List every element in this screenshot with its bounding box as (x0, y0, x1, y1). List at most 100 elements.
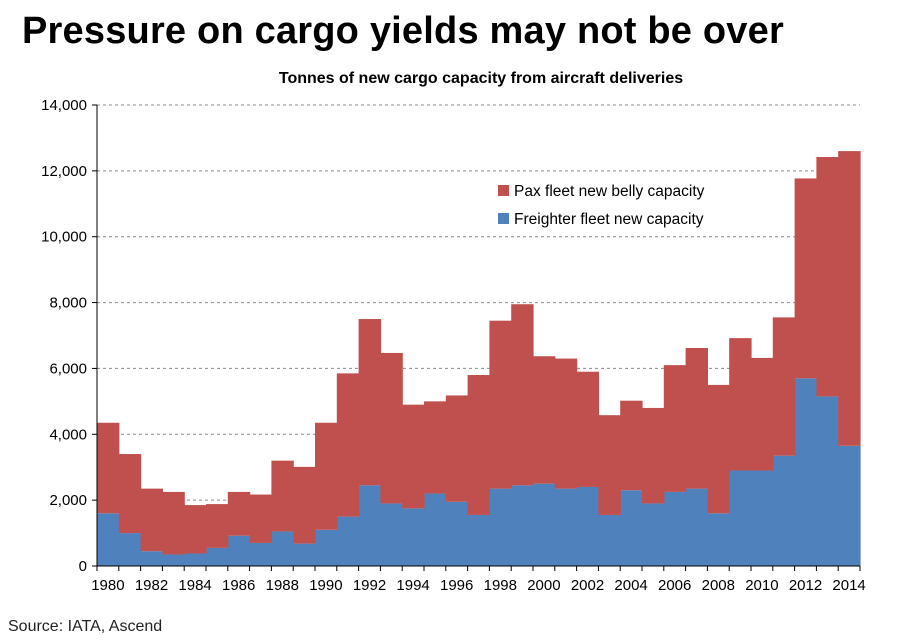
area-segment (358, 485, 381, 566)
legend-label: Freighter fleet new capacity (514, 211, 704, 228)
area-segment (227, 535, 251, 566)
x-tick-label: 1992 (353, 577, 386, 594)
area-segment (140, 551, 163, 566)
y-tick-label: 10,000 (41, 229, 87, 246)
area-segment (358, 319, 381, 486)
area-segment (663, 491, 687, 566)
source-note: Source: IATA, Ascend (8, 618, 163, 635)
area-segment (772, 455, 796, 566)
x-axis-ticks: 1980 1982 1984 1986 1988 1990 1992 1994 1996 1998… (91, 566, 866, 594)
area-segment (184, 505, 207, 554)
series-pax-belly (97, 151, 861, 555)
area-segment (445, 395, 469, 502)
area-segment (794, 178, 817, 379)
area-segment (402, 508, 425, 566)
area-segment (445, 501, 469, 566)
area-segment (249, 542, 272, 566)
area-segment (838, 445, 861, 566)
series-freighter (97, 378, 861, 566)
area-segment (162, 554, 185, 566)
area-segment (554, 358, 578, 489)
y-tick-label: 8,000 (49, 295, 87, 312)
legend-swatch (498, 185, 509, 196)
chart-areas (97, 151, 861, 566)
chart-title: Tonnes of new cargo capacity from aircra… (278, 70, 684, 87)
x-tick-label: 2000 (527, 577, 560, 594)
area-segment (533, 483, 556, 566)
gridlines (97, 104, 860, 501)
x-tick-label: 2010 (745, 577, 778, 594)
area-segment (206, 547, 229, 566)
area-segment (118, 454, 142, 534)
area-segment (315, 422, 338, 530)
x-tick-label: 1990 (309, 577, 342, 594)
y-axis-ticks: 0 2,000 4,000 6,000 8,000 10,000 12,000 14,000 (41, 97, 97, 575)
area-segment (336, 516, 360, 566)
legend-label: Pax fleet new belly capacity (514, 183, 705, 200)
area-segment (489, 320, 512, 489)
area-segment (206, 504, 229, 548)
x-tick-label: 2008 (702, 577, 735, 594)
area-segment (293, 466, 316, 544)
area-segment (729, 338, 752, 471)
area-segment (97, 513, 120, 566)
area-segment (293, 543, 316, 566)
area-segment (598, 415, 621, 515)
y-tick-label: 2,000 (49, 492, 87, 509)
area-segment (140, 488, 163, 552)
legend: Pax fleet new belly capacity Freighter fl… (498, 183, 705, 228)
page-title: Pressure on cargo yields may not be over (22, 10, 784, 52)
area-segment (751, 470, 774, 566)
x-tick-label: 2002 (571, 577, 604, 594)
area-segment (642, 407, 665, 504)
area-segment (402, 404, 425, 509)
chart-axes (96, 105, 860, 567)
y-tick-label: 12,000 (41, 163, 87, 180)
area-segment (663, 365, 687, 492)
area-segment (794, 378, 817, 566)
area-segment (707, 384, 730, 514)
y-tick-label: 6,000 (49, 360, 87, 377)
area-segment (271, 460, 294, 532)
x-tick-label: 1998 (484, 577, 517, 594)
area-segment (424, 493, 447, 566)
area-segment (620, 400, 643, 491)
area-segment (380, 352, 403, 504)
area-segment (751, 357, 774, 471)
area-segment (707, 513, 730, 566)
area-segment (816, 157, 839, 397)
area-segment (533, 356, 556, 484)
x-tick-label: 1988 (266, 577, 299, 594)
area-segment (598, 514, 621, 566)
y-tick-label: 14,000 (41, 97, 87, 114)
area-segment (729, 470, 752, 566)
area-segment (576, 486, 599, 566)
y-tick-label: 0 (79, 558, 87, 575)
area-segment (315, 529, 338, 566)
area-segment (271, 531, 294, 566)
area-segment (336, 373, 360, 517)
area-segment (489, 488, 512, 566)
x-tick-label: 2012 (789, 577, 822, 594)
area-segment (838, 151, 861, 446)
x-tick-label: 1984 (178, 577, 211, 594)
area-segment (249, 494, 272, 543)
x-tick-label: 2006 (658, 577, 691, 594)
legend-swatch (498, 213, 509, 224)
area-segment (184, 553, 207, 566)
area-segment (772, 317, 796, 456)
area-segment (162, 491, 185, 555)
area-segment (467, 514, 490, 566)
x-tick-label: 1986 (222, 577, 255, 594)
area-segment (576, 371, 599, 487)
area-segment (424, 401, 447, 494)
x-tick-label: 1982 (135, 577, 168, 594)
x-tick-label: 1980 (91, 577, 124, 594)
area-segment (511, 485, 534, 566)
area-segment (816, 396, 839, 566)
area-segment (685, 348, 708, 489)
x-tick-label: 1994 (396, 577, 429, 594)
area-segment (118, 533, 142, 566)
area-segment (554, 488, 578, 566)
area-segment (97, 422, 120, 514)
